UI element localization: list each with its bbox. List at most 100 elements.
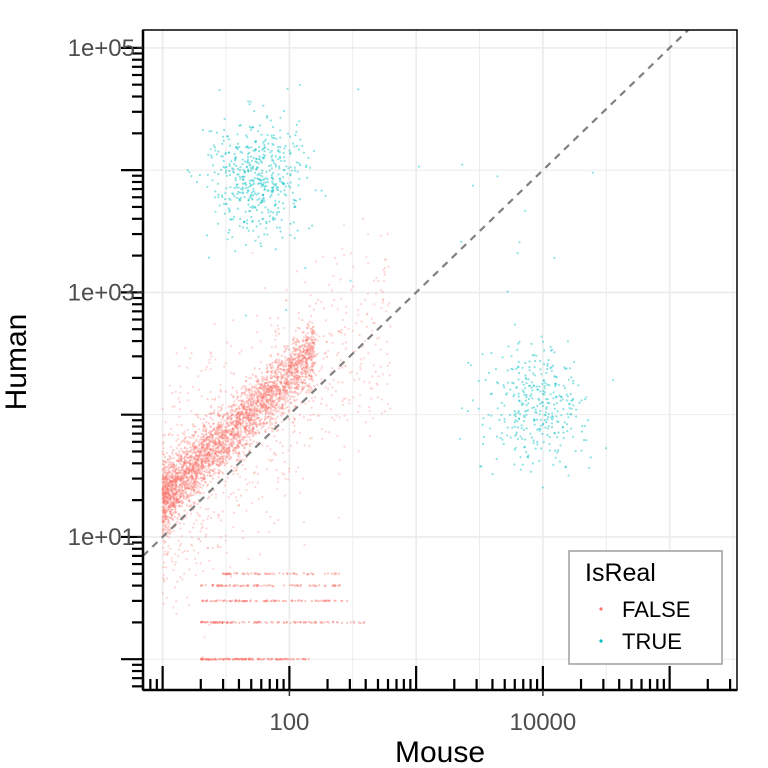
point-false xyxy=(167,506,170,509)
point-false xyxy=(295,380,298,383)
point-false xyxy=(324,386,328,389)
point-false xyxy=(202,424,206,427)
point-false xyxy=(217,421,220,424)
point-false xyxy=(257,472,260,475)
point-false xyxy=(267,402,270,405)
point-false xyxy=(162,527,165,531)
point-true xyxy=(263,150,266,153)
point-false xyxy=(365,313,368,316)
point-false xyxy=(307,385,310,388)
point-false xyxy=(173,485,176,488)
point-false xyxy=(186,483,189,486)
point-false xyxy=(312,573,315,576)
point-false xyxy=(265,384,268,388)
point-false xyxy=(343,414,346,417)
point-false xyxy=(221,452,224,455)
point-false xyxy=(216,428,219,431)
point-false xyxy=(214,458,217,461)
point-false xyxy=(235,499,238,502)
point-false xyxy=(308,377,311,380)
point-false xyxy=(270,658,273,661)
point-false xyxy=(181,466,184,469)
point-false xyxy=(368,409,371,412)
point-false xyxy=(185,558,188,561)
point-false xyxy=(331,621,335,624)
point-false xyxy=(296,369,300,372)
point-false xyxy=(194,477,197,481)
point-false xyxy=(377,280,380,283)
point-false xyxy=(288,584,291,587)
point-false xyxy=(170,557,173,560)
point-false xyxy=(259,419,262,422)
point-false xyxy=(330,572,333,576)
point-false xyxy=(245,389,248,392)
point-false xyxy=(184,441,187,444)
point-true xyxy=(241,158,244,161)
point-false xyxy=(270,362,273,366)
point-false xyxy=(294,386,297,390)
point-false xyxy=(177,472,180,475)
point-true xyxy=(224,192,227,195)
point-false xyxy=(325,600,328,603)
point-true xyxy=(242,168,245,171)
point-false xyxy=(170,427,173,430)
point-false xyxy=(312,349,315,352)
point-false xyxy=(292,353,295,356)
point-false xyxy=(206,483,209,486)
point-false xyxy=(228,572,231,575)
point-false xyxy=(310,327,313,330)
point-false xyxy=(222,430,225,433)
point-false xyxy=(164,492,168,495)
point-false xyxy=(194,446,197,449)
point-false xyxy=(259,361,262,364)
point-true xyxy=(212,144,215,147)
point-false xyxy=(333,299,336,302)
point-false xyxy=(193,472,197,475)
point-true xyxy=(267,142,270,145)
point-true xyxy=(241,163,244,166)
point-true xyxy=(223,128,226,132)
point-false xyxy=(310,315,313,318)
point-false xyxy=(217,444,220,447)
point-true xyxy=(261,200,264,203)
point-false xyxy=(176,500,179,504)
point-false xyxy=(218,658,222,661)
point-true xyxy=(289,166,292,169)
point-false xyxy=(209,480,212,483)
point-false xyxy=(243,459,246,462)
point-false xyxy=(238,352,241,355)
point-false xyxy=(271,386,275,390)
point-false xyxy=(291,367,294,370)
point-false xyxy=(186,484,190,487)
point-false xyxy=(184,437,187,440)
point-false xyxy=(218,440,221,443)
point-false xyxy=(239,428,242,431)
point-false xyxy=(265,510,268,514)
point-false xyxy=(284,344,287,348)
point-false xyxy=(163,499,166,502)
point-false xyxy=(270,404,273,407)
point-false xyxy=(230,440,233,443)
point-false xyxy=(269,394,272,397)
point-false xyxy=(225,418,228,421)
point-false xyxy=(248,445,252,448)
point-true xyxy=(236,167,240,170)
point-false xyxy=(250,388,253,391)
point-false xyxy=(267,399,270,402)
point-false xyxy=(218,450,221,453)
point-false xyxy=(339,359,342,362)
point-false xyxy=(294,371,297,374)
point-false xyxy=(177,460,181,463)
point-false xyxy=(257,399,260,402)
point-true xyxy=(233,195,236,198)
point-true xyxy=(269,210,272,213)
point-true xyxy=(248,161,251,164)
point-false xyxy=(179,576,182,579)
point-false xyxy=(222,460,225,463)
point-false xyxy=(165,508,168,511)
point-false xyxy=(228,448,231,452)
point-true xyxy=(259,222,262,226)
point-false xyxy=(219,546,222,549)
point-true xyxy=(295,144,299,148)
point-false xyxy=(272,585,275,588)
